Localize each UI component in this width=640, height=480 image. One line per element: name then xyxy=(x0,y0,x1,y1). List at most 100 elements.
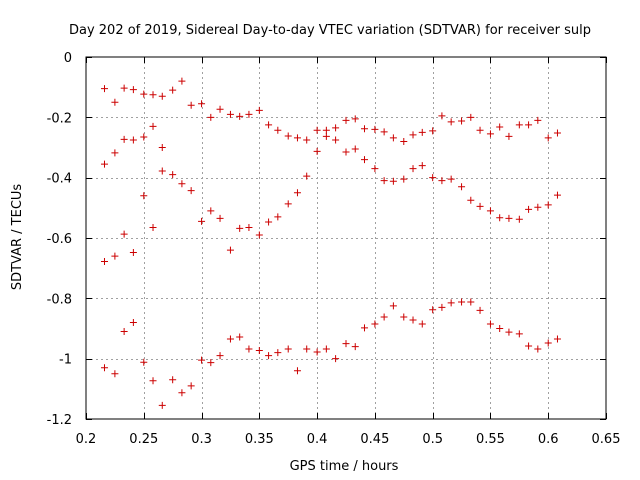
data-point xyxy=(100,160,108,168)
data-point xyxy=(534,116,542,124)
data-point xyxy=(207,207,215,215)
data-point xyxy=(438,112,446,120)
data-point xyxy=(255,231,263,239)
x-tick-label: 0.65 xyxy=(592,432,621,447)
data-point xyxy=(313,126,321,134)
data-point xyxy=(303,136,311,144)
x-axis-label: GPS time / hours xyxy=(290,459,399,474)
chart-title: Day 202 of 2019, Sidereal Day-to-day VTE… xyxy=(69,23,591,38)
data-point xyxy=(438,303,446,311)
data-point xyxy=(380,128,388,136)
data-point xyxy=(400,137,408,145)
data-point xyxy=(274,213,282,221)
data-point xyxy=(111,149,119,157)
data-point xyxy=(389,302,397,310)
data-point xyxy=(476,126,484,134)
data-point xyxy=(129,86,137,94)
data-point xyxy=(178,180,186,188)
data-point xyxy=(525,342,533,350)
data-point xyxy=(418,128,426,136)
series-satellite-track-3 xyxy=(100,192,157,266)
data-point xyxy=(111,252,119,260)
data-point xyxy=(371,165,379,173)
data-point xyxy=(447,118,455,126)
data-point xyxy=(120,230,128,238)
data-point xyxy=(293,189,301,197)
data-point xyxy=(149,122,157,130)
data-point xyxy=(207,113,215,121)
data-point xyxy=(158,167,166,175)
data-point xyxy=(458,298,466,306)
data-point xyxy=(245,223,253,231)
data-point xyxy=(140,90,148,98)
data-point xyxy=(447,299,455,307)
data-point xyxy=(351,343,359,351)
data-point xyxy=(187,101,195,109)
data-point xyxy=(245,110,253,118)
x-tick-label: 0.4 xyxy=(307,432,328,447)
data-point xyxy=(226,110,234,118)
data-point xyxy=(332,136,340,144)
data-point xyxy=(293,367,301,375)
data-point xyxy=(265,352,273,360)
data-point xyxy=(544,339,552,347)
data-point xyxy=(429,127,437,135)
data-point xyxy=(458,183,466,191)
data-point xyxy=(216,352,224,360)
data-point xyxy=(216,214,224,222)
data-point xyxy=(284,200,292,208)
data-point xyxy=(274,349,282,357)
data-point xyxy=(149,377,157,385)
data-point xyxy=(476,202,484,210)
data-point xyxy=(429,306,437,314)
x-tick-label: 0.55 xyxy=(476,432,505,447)
data-point xyxy=(158,92,166,100)
data-point xyxy=(380,177,388,185)
data-point xyxy=(553,335,561,343)
x-tick-label: 0.5 xyxy=(422,432,443,447)
data-point xyxy=(236,333,244,341)
data-point xyxy=(496,325,504,332)
data-point xyxy=(198,356,206,364)
data-point xyxy=(140,133,148,141)
data-points xyxy=(100,77,561,409)
data-point xyxy=(409,131,417,139)
data-point xyxy=(158,144,166,151)
data-point xyxy=(486,207,494,215)
data-point xyxy=(187,382,195,390)
x-tick-label: 0.6 xyxy=(538,432,559,447)
data-point xyxy=(313,348,321,356)
data-point xyxy=(389,134,397,142)
data-point xyxy=(226,335,234,343)
data-point xyxy=(100,258,108,266)
data-point xyxy=(129,318,137,326)
series-satellite-track-2 xyxy=(100,122,561,254)
data-point xyxy=(496,123,504,131)
data-point xyxy=(351,115,359,123)
y-tick-label: -0.8 xyxy=(47,292,72,307)
grid-lines xyxy=(86,57,606,419)
data-point xyxy=(140,358,148,366)
data-point xyxy=(158,401,166,409)
data-point xyxy=(129,248,137,256)
data-point xyxy=(553,191,561,199)
data-point xyxy=(486,320,494,328)
data-point xyxy=(245,345,253,353)
data-point xyxy=(169,86,177,94)
plot-frame xyxy=(85,56,607,420)
y-tick-labels: 0 -0.2 -0.4 -0.6 -0.8 -1 -1.2 xyxy=(47,51,72,428)
data-point xyxy=(505,214,513,222)
data-point xyxy=(360,125,368,133)
data-point xyxy=(198,100,206,108)
y-tick-label: -1 xyxy=(59,353,72,368)
y-tick-label: -0.4 xyxy=(47,172,72,187)
data-point xyxy=(544,201,552,209)
data-point xyxy=(409,316,417,324)
data-point xyxy=(129,136,137,144)
data-point xyxy=(515,330,523,338)
data-point xyxy=(274,126,282,134)
data-point xyxy=(332,355,340,363)
data-point xyxy=(505,132,513,140)
data-point xyxy=(265,218,273,226)
data-point xyxy=(169,171,177,179)
